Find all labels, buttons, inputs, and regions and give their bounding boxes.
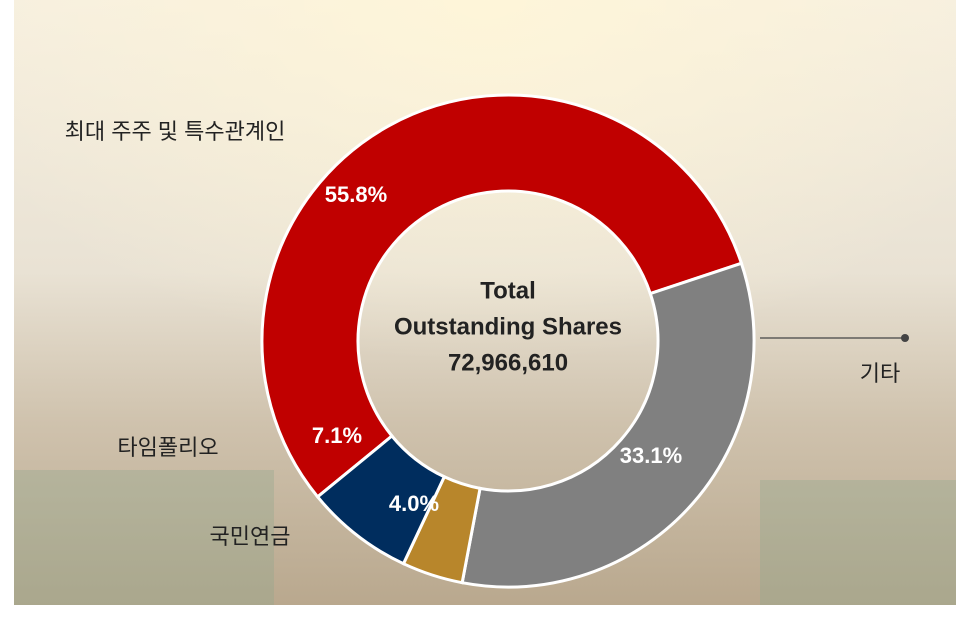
category-label: 기타 [860, 361, 900, 386]
value-label: 33.1% [620, 443, 682, 468]
value-label: 55.8% [325, 182, 387, 207]
donut-segment [460, 261, 756, 589]
value-label: 4.0% [389, 491, 439, 516]
center-text: Outstanding Shares [394, 313, 622, 340]
leader-dot [901, 334, 909, 342]
donut-segment [315, 433, 447, 566]
category-label: 타임폴리오 [117, 435, 218, 460]
center-text: Total [480, 277, 536, 304]
table-decor [14, 470, 274, 605]
donut [260, 93, 756, 589]
center-text: 72,966,610 [448, 349, 568, 376]
table-decor [760, 480, 956, 605]
donut-segment [260, 93, 744, 499]
category-label: 국민연금 [210, 524, 291, 549]
category-label: 최대 주주 및 특수관계인 [65, 119, 286, 144]
value-label: 7.1% [312, 423, 362, 448]
